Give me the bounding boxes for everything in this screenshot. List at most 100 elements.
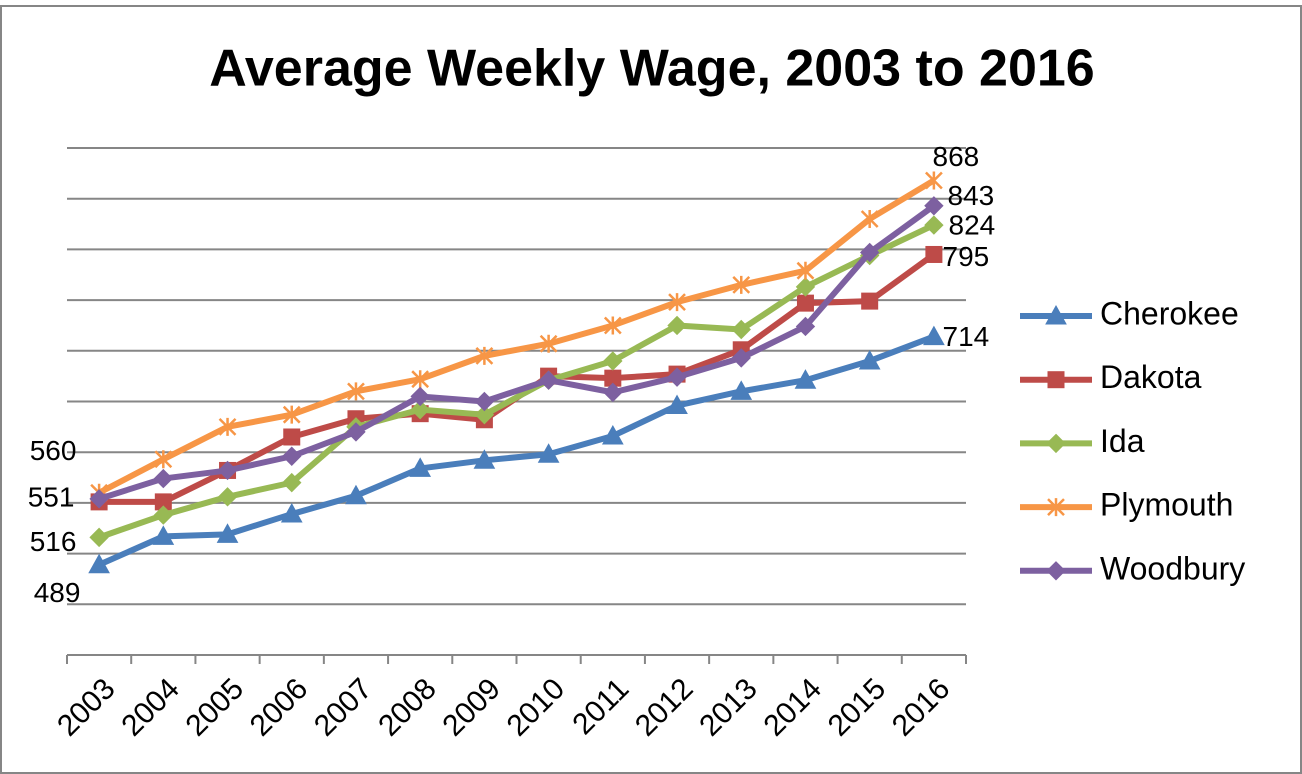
x-tick-label: 2012 xyxy=(629,672,700,743)
marker xyxy=(410,386,430,407)
marker xyxy=(731,319,751,340)
data-label: 516 xyxy=(30,526,77,557)
chart-border xyxy=(0,5,1302,774)
x-tick-label: 2014 xyxy=(757,672,828,743)
marker xyxy=(282,405,301,424)
legend-label: Woodbury xyxy=(1100,550,1245,586)
line xyxy=(97,333,935,568)
data-label: 551 xyxy=(28,481,75,512)
marker xyxy=(668,293,686,312)
marker xyxy=(282,472,302,493)
marker xyxy=(153,505,174,525)
marker xyxy=(88,553,110,574)
marker xyxy=(347,382,365,401)
x-tick-label: 2015 xyxy=(822,672,893,743)
marker xyxy=(538,370,559,390)
marker xyxy=(345,484,367,505)
marker xyxy=(1046,561,1066,581)
marker xyxy=(474,404,495,425)
legend-label: Cherokee xyxy=(1100,295,1239,331)
marker xyxy=(795,277,816,297)
chart-title: Average Weekly Wage, 2003 to 2016 xyxy=(209,40,1094,98)
series xyxy=(89,196,944,509)
marker xyxy=(794,369,817,389)
x-tick-label: 2008 xyxy=(372,672,443,743)
marker xyxy=(474,391,495,412)
x-tick-label: 2009 xyxy=(436,672,507,743)
line xyxy=(98,222,936,541)
data-label: 489 xyxy=(34,577,81,608)
series xyxy=(90,171,943,502)
marker xyxy=(859,242,880,263)
x-tick-label: 2007 xyxy=(308,672,379,743)
marker xyxy=(537,443,560,463)
marker xyxy=(410,399,430,420)
x-tick-label: 2003 xyxy=(51,672,122,743)
x-tick-label: 2005 xyxy=(180,672,251,743)
marker xyxy=(732,275,751,294)
marker xyxy=(923,325,945,346)
marker xyxy=(152,525,175,545)
data-label: 824 xyxy=(949,209,996,240)
x-tick-label: 2004 xyxy=(115,672,186,743)
data-label: 714 xyxy=(943,321,990,352)
x-tick-label: 2013 xyxy=(693,672,764,743)
marker xyxy=(1047,498,1065,517)
marker xyxy=(539,334,558,353)
x-tick-label: 2010 xyxy=(501,672,572,743)
marker xyxy=(1047,371,1065,389)
x-tick-label: 2011 xyxy=(566,672,635,741)
marker xyxy=(475,346,494,365)
marker xyxy=(667,315,687,336)
marker xyxy=(218,417,237,436)
marker xyxy=(89,489,109,509)
marker xyxy=(283,428,301,446)
marker xyxy=(860,209,879,228)
marker xyxy=(603,316,622,335)
marker xyxy=(924,196,944,216)
marker xyxy=(730,380,753,400)
marker xyxy=(1046,433,1066,454)
marker xyxy=(858,349,881,370)
marker xyxy=(795,316,816,337)
marker xyxy=(861,292,879,310)
marker xyxy=(925,171,943,190)
legend-label: Ida xyxy=(1100,423,1145,459)
marker xyxy=(667,367,687,387)
data-label: 795 xyxy=(943,241,990,272)
marker xyxy=(280,503,303,523)
marker xyxy=(925,245,943,263)
line xyxy=(97,177,936,496)
marker xyxy=(796,261,815,280)
marker xyxy=(731,348,751,368)
marker xyxy=(603,351,623,371)
marker xyxy=(282,446,302,466)
marker xyxy=(153,468,174,489)
data-label: 560 xyxy=(30,435,77,466)
marker xyxy=(346,422,366,442)
line xyxy=(98,203,936,502)
marker xyxy=(601,424,624,445)
marker xyxy=(409,457,432,477)
marker xyxy=(603,382,623,403)
marker xyxy=(154,450,173,469)
marker xyxy=(217,487,238,507)
x-tick-label: 2006 xyxy=(244,672,315,743)
data-label: 868 xyxy=(933,141,980,172)
legend-label: Dakota xyxy=(1100,359,1202,395)
marker xyxy=(217,460,238,481)
data-label: 843 xyxy=(948,180,995,211)
marker xyxy=(924,215,944,235)
marker xyxy=(216,523,239,543)
marker xyxy=(411,370,430,389)
marker xyxy=(89,527,109,548)
x-tick-label: 2016 xyxy=(886,672,957,743)
marker xyxy=(666,394,688,415)
marker xyxy=(1045,304,1067,325)
legend-label: Plymouth xyxy=(1100,487,1233,523)
series xyxy=(89,215,944,548)
marker xyxy=(796,294,814,312)
series xyxy=(88,325,945,574)
marker xyxy=(473,449,496,469)
